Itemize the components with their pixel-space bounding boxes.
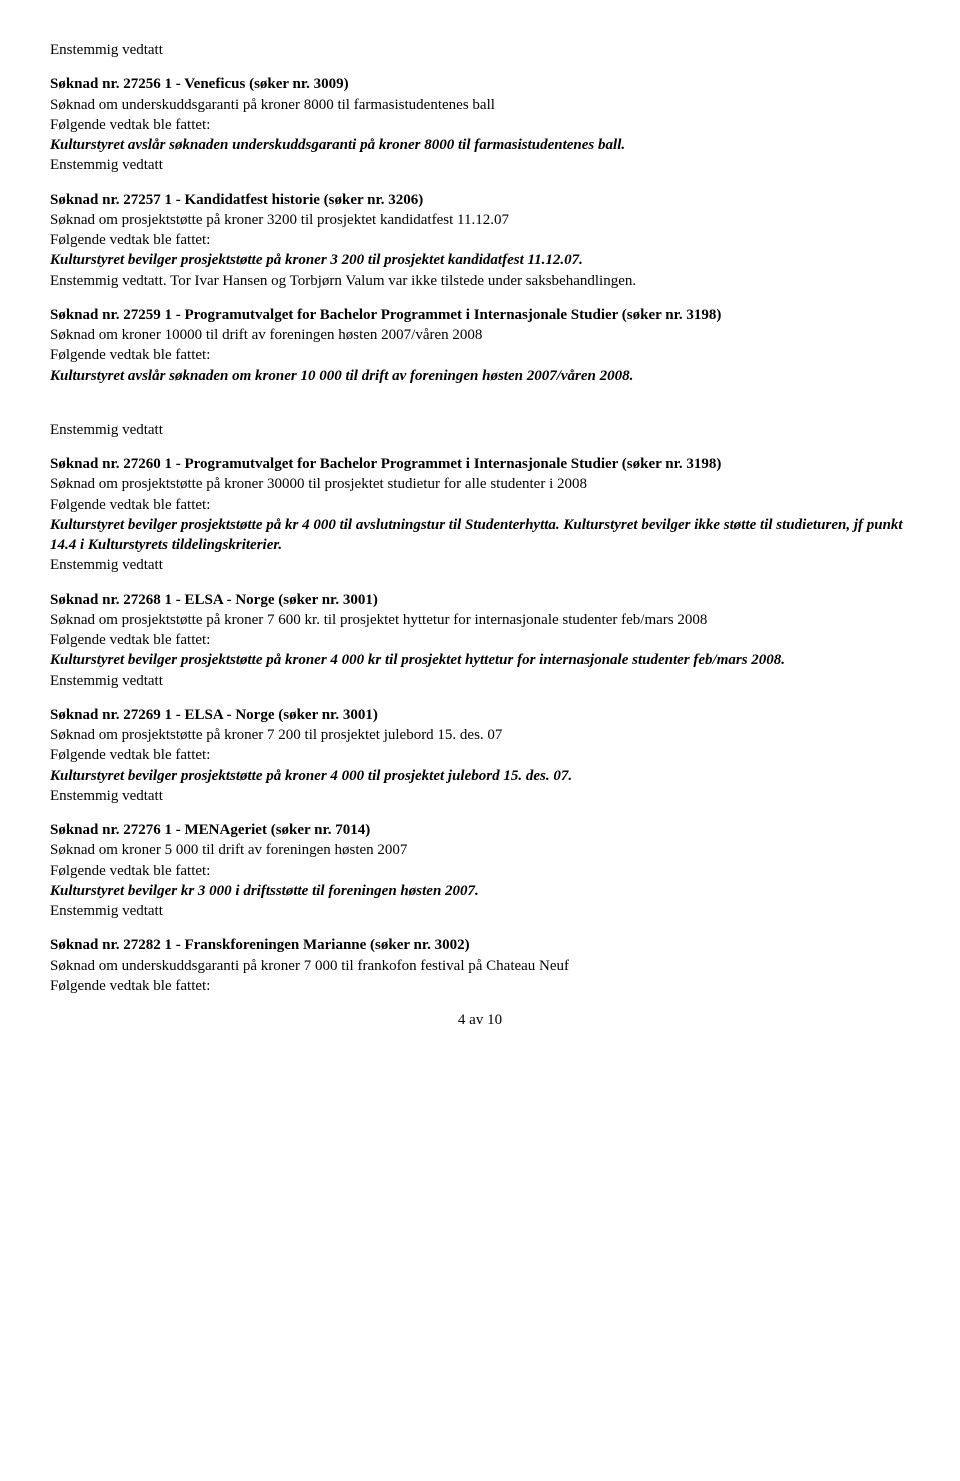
application-description: Søknad om prosjektstøtte på kroner 3200 …: [50, 210, 910, 230]
status-post: Enstemmig vedtatt: [50, 555, 910, 575]
vedtak-label: Følgende vedtak ble fattet:: [50, 230, 910, 250]
application-description: Søknad om kroner 10000 til drift av fore…: [50, 325, 910, 345]
application-description: Søknad om prosjektstøtte på kroner 7 600…: [50, 610, 910, 630]
application-section: Søknad nr. 27268 1 - ELSA - Norge (søker…: [50, 590, 910, 691]
resolution-text: Kulturstyret bevilger prosjektstøtte på …: [50, 250, 910, 270]
application-section: Søknad nr. 27257 1 - Kandidatfest histor…: [50, 190, 910, 291]
application-description: Søknad om underskuddsgaranti på kroner 8…: [50, 95, 910, 115]
vedtak-label: Følgende vedtak ble fattet:: [50, 495, 910, 515]
resolution-text: Kulturstyret avslår søknaden om kroner 1…: [50, 366, 910, 386]
status-post: Enstemmig vedtatt: [50, 901, 910, 921]
resolution-text: Kulturstyret bevilger prosjektstøtte på …: [50, 515, 910, 556]
page-number: 4 av 10: [50, 1010, 910, 1030]
resolution-text: Kulturstyret bevilger kr 3 000 i driftss…: [50, 881, 910, 901]
application-description: Søknad om prosjektstøtte på kroner 7 200…: [50, 725, 910, 745]
vedtak-label: Følgende vedtak ble fattet:: [50, 630, 910, 650]
resolution-text: Kulturstyret avslår søknaden underskudds…: [50, 135, 910, 155]
application-heading: Søknad nr. 27282 1 - Franskforeningen Ma…: [50, 935, 910, 955]
application-section: Søknad nr. 27259 1 - Programutvalget for…: [50, 305, 910, 440]
application-section: Enstemmig vedtatt Søknad nr. 27256 1 - Ve…: [50, 40, 910, 176]
status-pre: Enstemmig vedtatt: [50, 40, 910, 60]
vedtak-label: Følgende vedtak ble fattet:: [50, 745, 910, 765]
application-heading: Søknad nr. 27256 1 - Veneficus (søker nr…: [50, 74, 910, 94]
application-heading: Søknad nr. 27260 1 - Programutvalget for…: [50, 454, 910, 474]
status-post: Enstemmig vedtatt: [50, 420, 910, 440]
application-heading: Søknad nr. 27276 1 - MENAgeriet (søker n…: [50, 820, 910, 840]
status-post: Enstemmig vedtatt: [50, 786, 910, 806]
application-heading: Søknad nr. 27268 1 - ELSA - Norge (søker…: [50, 590, 910, 610]
application-description: Søknad om kroner 5 000 til drift av fore…: [50, 840, 910, 860]
application-section: Søknad nr. 27260 1 - Programutvalget for…: [50, 454, 910, 576]
vedtak-label: Følgende vedtak ble fattet:: [50, 861, 910, 881]
status-post: Enstemmig vedtatt. Tor Ivar Hansen og To…: [50, 271, 910, 291]
application-description: Søknad om prosjektstøtte på kroner 30000…: [50, 474, 910, 494]
resolution-text: Kulturstyret bevilger prosjektstøtte på …: [50, 766, 910, 786]
application-section: Søknad nr. 27269 1 - ELSA - Norge (søker…: [50, 705, 910, 806]
vedtak-label: Følgende vedtak ble fattet:: [50, 345, 910, 365]
application-heading: Søknad nr. 27269 1 - ELSA - Norge (søker…: [50, 705, 910, 725]
resolution-text: Kulturstyret bevilger prosjektstøtte på …: [50, 650, 910, 670]
status-post: Enstemmig vedtatt: [50, 671, 910, 691]
vedtak-label: Følgende vedtak ble fattet:: [50, 115, 910, 135]
status-post: Enstemmig vedtatt: [50, 155, 910, 175]
application-section: Søknad nr. 27276 1 - MENAgeriet (søker n…: [50, 820, 910, 921]
vedtak-label: Følgende vedtak ble fattet:: [50, 976, 910, 996]
application-heading: Søknad nr. 27257 1 - Kandidatfest histor…: [50, 190, 910, 210]
application-heading: Søknad nr. 27259 1 - Programutvalget for…: [50, 305, 910, 325]
application-description: Søknad om underskuddsgaranti på kroner 7…: [50, 956, 910, 976]
application-section: Søknad nr. 27282 1 - Franskforeningen Ma…: [50, 935, 910, 996]
